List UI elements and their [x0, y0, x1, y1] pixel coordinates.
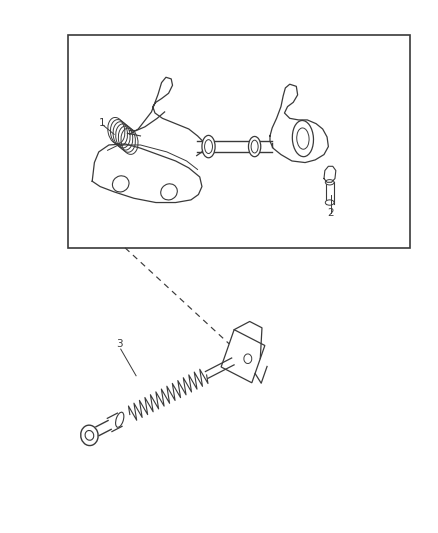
- Ellipse shape: [296, 128, 308, 149]
- Polygon shape: [269, 84, 328, 163]
- Ellipse shape: [292, 120, 313, 157]
- Ellipse shape: [248, 136, 260, 157]
- Polygon shape: [221, 330, 264, 383]
- Ellipse shape: [112, 176, 129, 192]
- Ellipse shape: [85, 431, 94, 440]
- Ellipse shape: [160, 184, 177, 200]
- Ellipse shape: [325, 180, 333, 185]
- Text: 3: 3: [116, 339, 123, 349]
- Text: 1: 1: [99, 118, 105, 127]
- Polygon shape: [92, 144, 201, 203]
- Ellipse shape: [81, 425, 98, 446]
- Ellipse shape: [251, 140, 258, 153]
- Text: 2: 2: [326, 208, 333, 218]
- Bar: [68, 35, 410, 248]
- Ellipse shape: [204, 140, 212, 154]
- Ellipse shape: [201, 135, 215, 158]
- Ellipse shape: [325, 200, 333, 205]
- Ellipse shape: [115, 412, 124, 427]
- Polygon shape: [323, 166, 335, 182]
- Ellipse shape: [244, 354, 251, 364]
